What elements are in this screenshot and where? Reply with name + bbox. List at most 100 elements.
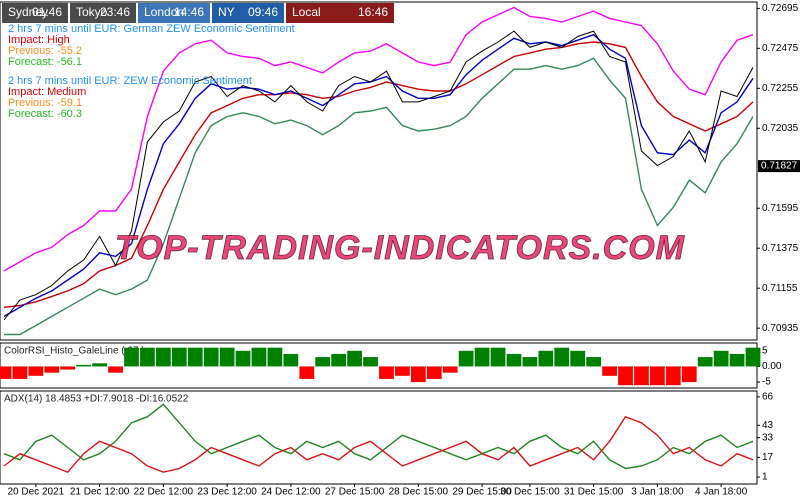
histogram-bar: [474, 347, 490, 367]
news-forecast: Forecast: -56.1: [8, 56, 82, 68]
histogram-bar: [363, 357, 378, 367]
clock-time: 09:46: [248, 5, 278, 19]
clock-name: London: [144, 5, 184, 19]
panel-frame: [0, 1, 758, 341]
panel-title: ADX(14) 18.4853 +DI:7.9018 -DI:16.0522: [4, 394, 189, 405]
y-tick-label: 0.72035: [762, 123, 799, 134]
series-line: [3, 30, 754, 321]
histogram-bar: [538, 350, 554, 367]
x-tick-label: 20 Dec 2021: [8, 487, 65, 498]
histogram-bar: [203, 347, 219, 367]
y-tick-label: 17: [762, 452, 774, 463]
x-tick-label: 24 Dec 12:00: [261, 487, 321, 498]
series-line: [4, 57, 754, 336]
y-tick-label: 0.70935: [762, 323, 799, 334]
histogram-bar: [187, 347, 203, 367]
news-forecast: Forecast: -60.3: [8, 108, 82, 120]
histogram-bar: [442, 366, 458, 373]
clock-box: [138, 3, 210, 23]
news-headline: 2 hrs 7 mins until EUR: German ZEW Econo…: [8, 23, 295, 35]
histogram-bar: [28, 366, 44, 376]
histogram-bar: [60, 366, 76, 370]
histogram-bar: [554, 347, 570, 367]
x-tick-label: 30 Dec 15:00: [500, 487, 560, 498]
histogram-bar: [44, 366, 60, 373]
histogram-bar: [602, 366, 617, 376]
histogram-bar: [347, 350, 362, 367]
y-tick-label: 0.71155: [762, 283, 798, 294]
clock-time: 16:46: [358, 5, 388, 19]
histogram-bar: [171, 347, 187, 367]
histogram-bar: [124, 347, 139, 367]
histogram-bar: [379, 366, 394, 379]
current-price-label: 0.71827: [761, 161, 798, 172]
histogram-bar: [219, 347, 235, 367]
histogram-bar: [299, 366, 315, 379]
current-price-box: [758, 160, 800, 173]
histogram-bar: [283, 353, 299, 367]
y-tick-label: 0.71595: [762, 203, 799, 214]
histogram-bar: [649, 366, 665, 386]
histogram-bar: [713, 350, 729, 367]
histogram-bar: [586, 357, 602, 367]
y-tick-label: 43: [762, 420, 774, 431]
histogram-bar: [251, 347, 267, 367]
histogram-bar: [315, 357, 331, 367]
clock-name: Sydney: [8, 5, 48, 19]
histogram-bar: [12, 366, 28, 379]
news-headline: 2 hrs 7 mins until EUR: ZEW Economic Sen…: [8, 75, 252, 87]
histogram-bar: [634, 366, 649, 386]
histogram-bar: [76, 364, 92, 367]
histogram-bar: [410, 366, 426, 383]
histogram-bar: [618, 366, 633, 386]
histogram-bar: [490, 347, 506, 367]
news-previous: Previous: -55.2: [8, 45, 82, 57]
x-tick-label: 29 Dec 15:00: [452, 487, 512, 498]
series-line: [3, 33, 754, 318]
histogram-bar: [235, 350, 251, 367]
x-tick-label: 27 Dec 15:00: [325, 487, 385, 498]
clock-box: [70, 3, 136, 23]
x-tick-label: 21 Dec 12:00: [70, 487, 130, 498]
y-tick-label: 5: [762, 345, 768, 356]
clock-box: [286, 3, 394, 23]
x-tick-label: 22 Dec 12:00: [134, 487, 194, 498]
x-tick-label: 31 Dec 15:00: [564, 487, 624, 498]
series-line: [3, 415, 754, 474]
series-line: [3, 403, 754, 470]
clock-name: Local: [292, 5, 321, 19]
histogram-bar: [331, 353, 347, 367]
x-tick-label: 4 Jan 18:00: [695, 487, 748, 498]
news-previous: Previous: -59.1: [8, 97, 82, 109]
histogram-bar: [140, 347, 155, 367]
histogram-bar: [458, 350, 474, 367]
clock-name: NY: [218, 5, 235, 19]
clock-name: Tokyo: [76, 5, 108, 19]
histogram-bar: [697, 357, 713, 367]
histogram-bar: [92, 363, 108, 367]
x-tick-label: 23 Dec 12:00: [197, 487, 257, 498]
series-line: [3, 6, 754, 272]
news-impact: Impact: Medium: [8, 86, 86, 98]
histogram-bar: [570, 350, 586, 367]
histogram-bar: [665, 366, 681, 386]
clock-box: [2, 3, 68, 23]
y-tick-label: 0.71375: [762, 243, 799, 254]
y-tick-label: 1: [762, 472, 768, 483]
x-tick-label: 28 Dec 15:00: [389, 487, 449, 498]
histogram-bar: [267, 347, 283, 367]
histogram-bar: [0, 366, 12, 379]
watermark: TOP-TRADING-INDICATORS.COM: [115, 229, 685, 267]
clock-time: 14:46: [174, 5, 204, 19]
histogram-bar: [729, 353, 745, 367]
clock-time: 23:46: [100, 5, 130, 19]
histogram-bar: [506, 353, 522, 367]
clock-box: [212, 3, 284, 23]
y-tick-label: 66: [762, 392, 774, 403]
histogram-bar: [426, 366, 442, 379]
histogram-bar: [108, 366, 123, 373]
y-tick-label: 0.72475: [762, 43, 799, 54]
y-tick-label: 0.00: [762, 361, 782, 372]
